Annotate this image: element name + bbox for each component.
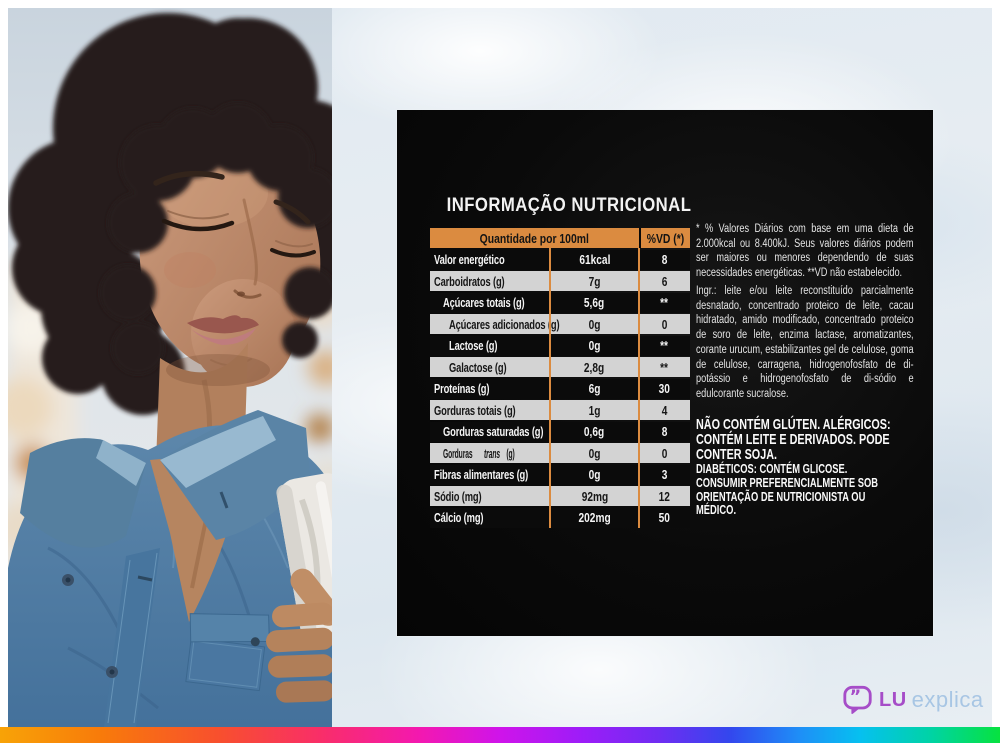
row-qty: 0,6g — [584, 424, 605, 439]
row-dv: 4 — [661, 402, 668, 418]
row-label: Valor energético — [434, 252, 505, 267]
table-header-row: Quantidade por 100ml %VD (*) — [430, 228, 690, 248]
footnote-daily-values: * % Valores Diários com base em uma diet… — [696, 223, 914, 280]
row-dv: ** — [660, 359, 669, 375]
row-qty: 61kcal — [578, 252, 611, 267]
table-row: Açúcares totais (g) 5,6g ** — [430, 292, 690, 313]
chest-pocket — [185, 613, 270, 692]
row-qty: 1g — [588, 402, 601, 418]
row-dv: 0 — [661, 445, 668, 461]
table-row: Fibras alimentares (g) 0g 3 — [430, 464, 690, 485]
speech-bubble-quote-icon: ” — [843, 685, 872, 714]
table-row: Gorduras saturadas (g) 0,6g 8 — [430, 421, 690, 442]
row-qty: 0g — [588, 338, 601, 353]
table-row: Lactose (g) 0g ** — [430, 335, 690, 356]
row-dv: ** — [660, 338, 669, 353]
row-label: Gorduras totais (g) — [434, 402, 516, 418]
row-dv: 12 — [658, 488, 671, 504]
svg-text:”: ” — [850, 686, 862, 707]
nutrition-table: Quantidade por 100ml %VD (*) Valor energ… — [430, 228, 690, 528]
photo-woman-reading-product — [8, 8, 332, 727]
footnote-allergens: NÃO CONTÉM GLÚTEN. ALÉRGICOS: CONTÉM LEI… — [696, 416, 891, 464]
row-label: Gorduras saturadas (g) — [443, 424, 544, 439]
column-separator — [638, 248, 640, 528]
footnote-diabetics: DIABÉTICOS: CONTÉM GLICOSE. CONSUMIR PRE… — [696, 461, 879, 518]
row-label: Gorduras trans (g) — [443, 445, 515, 461]
row-qty: 6g — [588, 381, 601, 396]
table-row: Valor energético 61kcal 8 — [430, 249, 690, 270]
row-label: Cálcio (mg) — [434, 510, 484, 525]
header-daily-value: %VD (*) — [639, 228, 690, 248]
table-row: Gorduras trans (g) 0g 0 — [430, 443, 690, 463]
row-dv: 3 — [661, 467, 668, 482]
footnote-ingredients: Ingr.: leite e/ou leite reconstituído pa… — [696, 285, 914, 400]
row-label: Proteínas (g) — [434, 381, 490, 396]
row-label: Fibras alimentares (g) — [434, 467, 529, 482]
facial-features — [153, 170, 316, 367]
hairline-and-side-curls — [100, 103, 332, 374]
row-qty: 0g — [588, 316, 601, 332]
nutrition-title: INFORMAÇÃO NUTRICIONAL — [446, 195, 692, 216]
column-separator — [549, 248, 551, 528]
rainbow-bar — [0, 727, 1000, 743]
table-row: Carboidratos (g) 7g 6 — [430, 271, 690, 291]
placket — [104, 548, 160, 727]
table-body: Valor energético 61kcal 8 Carboidratos (g)… — [430, 249, 690, 528]
logo-explica-text: explica — [911, 687, 984, 712]
table-row: Galactose (g) 2,8g ** — [430, 357, 690, 377]
collar-right — [160, 410, 310, 540]
row-label: Galactose (g) — [449, 359, 507, 375]
row-label: Açúcares totais (g) — [443, 295, 525, 310]
row-qty: 202mg — [578, 510, 611, 525]
table-row: Gorduras totais (g) 1g 4 — [430, 400, 690, 420]
row-label: Lactose (g) — [449, 338, 498, 353]
row-label: Sódio (mg) — [434, 488, 482, 504]
hand-holding-bottle — [266, 568, 332, 703]
row-dv: 0 — [661, 316, 668, 332]
denim-shirt — [8, 410, 332, 727]
row-qty: 0g — [588, 467, 601, 482]
logo-lu-text: lu — [879, 688, 907, 711]
row-dv: 6 — [661, 273, 668, 289]
row-qty: 92mg — [581, 488, 608, 504]
row-dv: 50 — [658, 510, 671, 525]
table-row: Proteínas (g) 6g 30 — [430, 378, 690, 399]
header-quantity: Quantidade por 100ml — [479, 230, 590, 246]
row-qty: 5,6g — [584, 295, 605, 310]
row-qty: 7g — [588, 273, 601, 289]
row-label: Carboidratos (g) — [434, 273, 505, 289]
table-row: Açúcares adicionados (g) 0g 0 — [430, 314, 690, 334]
row-qty: 2,8g — [584, 359, 605, 375]
row-dv: 8 — [661, 252, 668, 267]
nutrition-panel: INFORMAÇÃO NUTRICIONAL Quantidade por 10… — [397, 110, 933, 636]
row-dv: 8 — [661, 424, 668, 439]
row-label: Açúcares adicionados (g) — [449, 316, 560, 332]
lu-explica-logo: ” lu explica — [842, 682, 984, 718]
table-row: Cálcio (mg) 202mg 50 — [430, 507, 690, 528]
table-row: Sódio (mg) 92mg 12 — [430, 486, 690, 506]
row-qty: 0g — [588, 445, 601, 461]
row-dv: 30 — [658, 381, 671, 396]
row-dv: ** — [660, 295, 669, 310]
